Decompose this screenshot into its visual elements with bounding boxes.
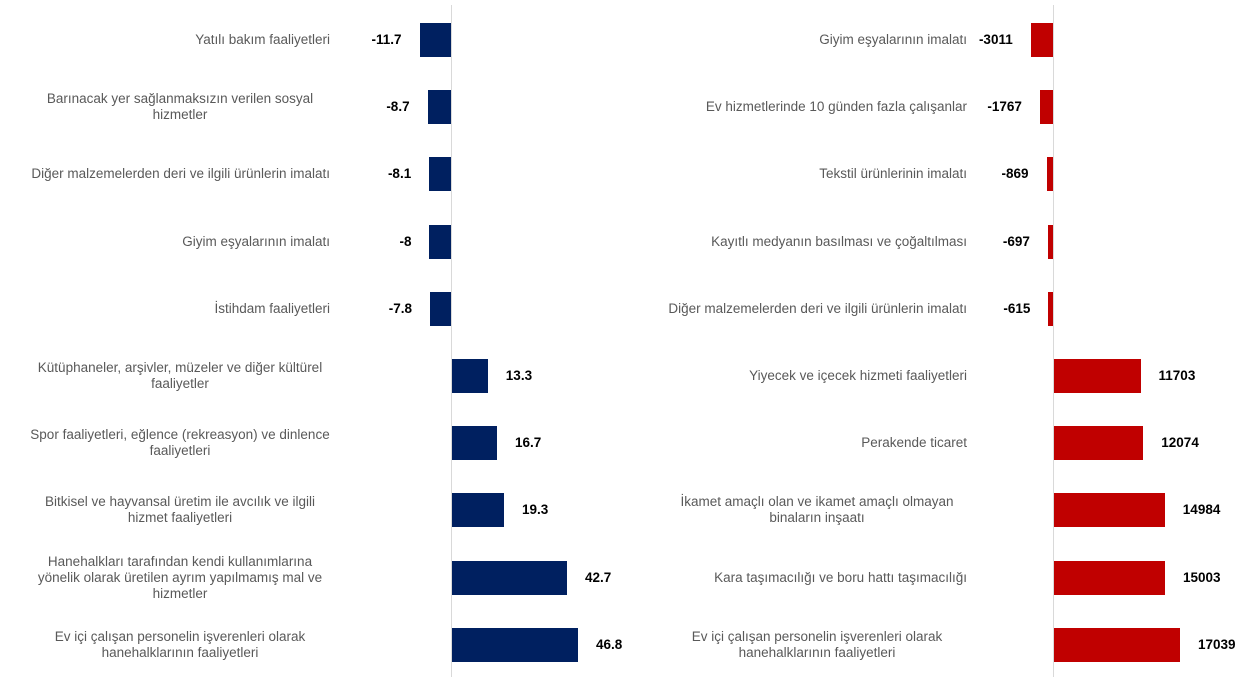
bar (452, 627, 578, 662)
category-text: Diğer malzemelerden deri ve ilgili ürünl… (31, 166, 330, 182)
category-label: Yatılı bakım faaliyetleri (10, 10, 330, 70)
category-label: Barınacak yer sağlanmaksızın verilen sos… (10, 77, 330, 137)
bar (430, 291, 451, 326)
bar (452, 493, 504, 528)
value-label: 46.8 (596, 636, 623, 652)
category-label: İkamet amaçlı olan ve ikamet amaçlı olma… (647, 480, 967, 540)
bar (452, 560, 567, 595)
category-text: Perakende ticaret (861, 435, 967, 451)
value-label: 11703 (1158, 368, 1196, 383)
category-text: Ev hizmetlerinde 10 günden fazla çalışan… (705, 99, 967, 115)
value-label: 13.3 (505, 368, 533, 383)
bar (419, 23, 451, 57)
bar (427, 90, 451, 125)
bar (429, 224, 451, 259)
value-label: 16.7 (514, 435, 542, 451)
value-label: 42.7 (584, 569, 612, 585)
category-label: Kayıtlı medyanın basılması ve çoğaltılma… (647, 212, 967, 272)
category-label: Ev içi çalışan personelin işverenleri ol… (10, 615, 330, 675)
category-label: Yiyecek ve içecek hizmeti faaliyetleri (647, 346, 967, 406)
bar (1039, 90, 1053, 125)
category-label: Bitkisel ve hayvansal üretim ile avcılık… (10, 480, 330, 540)
value-label: 12074 (1161, 435, 1199, 451)
category-text: Yiyecek ve içecek hizmeti faaliyetleri (749, 368, 967, 383)
category-label: İstihdam faaliyetleri (10, 279, 330, 339)
category-label: Giyim eşyalarının imalatı (10, 212, 330, 272)
category-text: Kütüphaneler, arşivler, müzeler ve diğer… (37, 360, 323, 391)
category-label: Tekstil ürünlerinin imalatı (647, 144, 967, 204)
value-label: -615 (1003, 300, 1031, 316)
bar (429, 157, 451, 192)
category-text: Tekstil ürünlerinin imalatı (819, 166, 967, 182)
value-label: -697 (1002, 233, 1030, 249)
category-text: Ev içi çalışan personelin işverenleri ol… (54, 628, 306, 660)
bar (1047, 224, 1053, 259)
value-label: 15003 (1182, 569, 1221, 585)
bar (1054, 359, 1141, 393)
category-label: Perakende ticaret (647, 413, 967, 473)
bar (1054, 426, 1144, 461)
category-text: Hanehalkları tarafından kendi kullanımla… (37, 553, 323, 601)
value-label: -11.7 (371, 32, 402, 47)
category-text: İkamet amaçlı olan ve ikamet amaçlı olma… (680, 494, 954, 526)
category-text: Giyim eşyalarının imalatı (819, 32, 967, 47)
category-label: Kütüphaneler, arşivler, müzeler ve diğer… (10, 346, 330, 406)
value-label: -8.1 (387, 166, 412, 182)
category-label: Hanehalkları tarafından kendi kullanımla… (10, 548, 330, 608)
value-label: -3011 (978, 32, 1013, 47)
value-label: -869 (1001, 166, 1029, 182)
value-label: -8.7 (386, 99, 410, 115)
zero-axis (451, 5, 452, 677)
value-label: 14984 (1182, 502, 1221, 518)
category-label: Diğer malzemelerden deri ve ilgili ürünl… (647, 279, 967, 339)
category-text: Spor faaliyetleri, eğlence (rekreasyon) … (30, 427, 330, 459)
category-label: Ev hizmetlerinde 10 günden fazla çalışan… (647, 77, 967, 137)
bar (1046, 157, 1053, 192)
category-text: Barınacak yer sağlanmaksızın verilen sos… (46, 91, 314, 123)
zero-axis (1053, 5, 1054, 677)
bar (1054, 560, 1165, 595)
bar (1048, 291, 1053, 326)
category-text: Ev içi çalışan personelin işverenleri ol… (691, 628, 943, 660)
bar (1030, 23, 1053, 57)
category-label: Kara taşımacılığı ve boru hattı taşımacı… (647, 548, 967, 608)
value-label: 17039 (1198, 636, 1236, 652)
value-label: 19.3 (521, 502, 549, 518)
category-text: Diğer malzemelerden deri ve ilgili ürünl… (668, 300, 967, 316)
value-label: -8 (399, 233, 412, 249)
bar (452, 426, 497, 461)
category-label: Ev içi çalışan personelin işverenleri ol… (647, 615, 967, 675)
category-label: Spor faaliyetleri, eğlence (rekreasyon) … (10, 413, 330, 473)
category-label: Diğer malzemelerden deri ve ilgili ürünl… (10, 144, 330, 204)
bar (452, 359, 488, 393)
category-text: Bitkisel ve hayvansal üretim ile avcılık… (44, 494, 316, 526)
category-text: Yatılı bakım faaliyetleri (195, 32, 330, 47)
bar (1054, 627, 1180, 662)
bar (1054, 493, 1165, 528)
value-label: -1767 (987, 99, 1022, 115)
category-text: Kara taşımacılığı ve boru hattı taşımacı… (714, 569, 967, 585)
value-label: -7.8 (388, 300, 412, 316)
category-label: Giyim eşyalarının imalatı (647, 10, 967, 70)
category-text: Giyim eşyalarının imalatı (182, 233, 330, 249)
category-text: Kayıtlı medyanın basılması ve çoğaltılma… (711, 233, 967, 249)
category-text: İstihdam faaliyetleri (214, 300, 330, 316)
